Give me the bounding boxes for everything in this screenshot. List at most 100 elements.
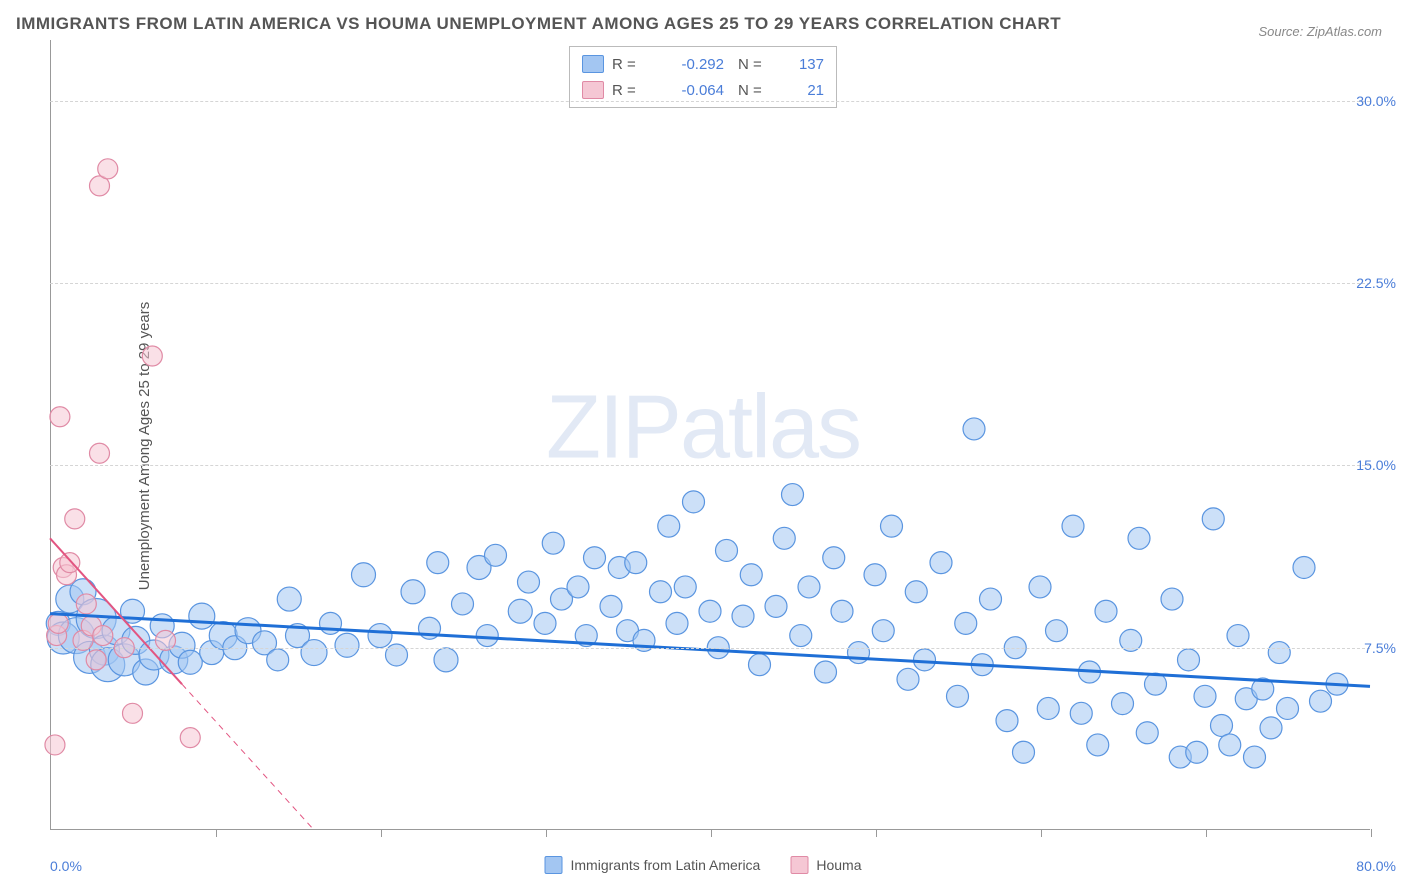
data-point <box>485 544 507 566</box>
data-point <box>1178 649 1200 671</box>
data-point <box>872 620 894 642</box>
data-point <box>335 633 359 657</box>
data-point <box>1029 576 1051 598</box>
x-max-label: 80.0% <box>1356 858 1396 874</box>
data-point <box>267 649 289 671</box>
data-point <box>740 564 762 586</box>
data-point <box>1013 741 1035 763</box>
trend-line-extrapolated <box>182 684 314 830</box>
y-tick-label: 22.5% <box>1356 275 1396 291</box>
legend-swatch <box>545 856 563 874</box>
stat-n-value: 137 <box>778 56 824 73</box>
data-point <box>1227 625 1249 647</box>
stat-n-value: 21 <box>778 82 824 99</box>
data-point <box>914 649 936 671</box>
data-point <box>658 515 680 537</box>
legend-swatch <box>790 856 808 874</box>
data-point <box>749 654 771 676</box>
data-point <box>567 576 589 598</box>
data-point <box>1128 527 1150 549</box>
data-point <box>1112 693 1134 715</box>
x-tick <box>1371 829 1372 837</box>
data-point <box>476 625 498 647</box>
y-tick-label: 15.0% <box>1356 457 1396 473</box>
data-point <box>189 603 215 629</box>
legend-item: Houma <box>790 856 861 874</box>
legend-label: Houma <box>816 857 861 873</box>
data-point <box>963 418 985 440</box>
data-point <box>625 552 647 574</box>
data-point <box>790 625 812 647</box>
data-point <box>1310 690 1332 712</box>
data-point <box>60 553 80 573</box>
grid-line <box>50 101 1370 102</box>
data-point <box>650 581 672 603</box>
data-point <box>452 593 474 615</box>
series-legend: Immigrants from Latin America Houma <box>545 856 862 874</box>
data-point <box>1161 588 1183 610</box>
data-point <box>352 563 376 587</box>
stat-r-value: -0.292 <box>652 56 724 73</box>
data-point <box>434 648 458 672</box>
data-point <box>1046 620 1068 642</box>
data-point <box>76 594 96 614</box>
data-point <box>1268 642 1290 664</box>
data-point <box>1244 746 1266 768</box>
data-point <box>666 612 688 634</box>
data-point <box>1136 722 1158 744</box>
x-tick <box>1041 829 1042 837</box>
data-point <box>534 612 556 634</box>
x-origin-label: 0.0% <box>50 858 82 874</box>
chart-svg <box>50 40 1370 830</box>
y-tick-label: 7.5% <box>1364 640 1396 656</box>
data-point <box>98 159 118 179</box>
stat-r-label: R = <box>612 82 652 99</box>
data-point <box>1070 702 1092 724</box>
data-point <box>401 580 425 604</box>
x-tick <box>546 829 547 837</box>
data-point <box>86 650 106 670</box>
data-point <box>823 547 845 569</box>
data-point <box>1293 556 1315 578</box>
data-point <box>542 532 564 554</box>
data-point <box>955 612 977 634</box>
data-point <box>683 491 705 513</box>
data-point <box>930 552 952 574</box>
data-point <box>1186 741 1208 763</box>
data-point <box>584 547 606 569</box>
data-point <box>45 735 65 755</box>
x-tick <box>216 829 217 837</box>
data-point <box>1202 508 1224 530</box>
data-point <box>897 668 919 690</box>
legend-label: Immigrants from Latin America <box>571 857 761 873</box>
stat-n-label: N = <box>738 82 778 99</box>
data-point <box>518 571 540 593</box>
data-point <box>716 539 738 561</box>
x-tick <box>381 829 382 837</box>
data-point <box>798 576 820 598</box>
data-point <box>815 661 837 683</box>
grid-line <box>50 465 1370 466</box>
data-point <box>1037 697 1059 719</box>
chart-title: IMMIGRANTS FROM LATIN AMERICA VS HOUMA U… <box>16 14 1061 34</box>
data-point <box>1219 734 1241 756</box>
data-point <box>881 515 903 537</box>
stat-r-value: -0.064 <box>652 82 724 99</box>
data-point <box>65 509 85 529</box>
data-point <box>905 581 927 603</box>
stats-legend-row: R = -0.292 N = 137 <box>582 51 824 77</box>
data-point <box>996 710 1018 732</box>
data-point <box>90 443 110 463</box>
data-point <box>1194 685 1216 707</box>
data-point <box>178 650 202 674</box>
data-point <box>980 588 1002 610</box>
data-point <box>301 640 327 666</box>
grid-line <box>50 283 1370 284</box>
trend-line <box>50 614 1370 687</box>
source-attribution: Source: ZipAtlas.com <box>1258 24 1382 39</box>
data-point <box>699 600 721 622</box>
stat-n-label: N = <box>738 56 778 73</box>
data-point <box>1087 734 1109 756</box>
y-tick-label: 30.0% <box>1356 93 1396 109</box>
data-point <box>674 576 696 598</box>
